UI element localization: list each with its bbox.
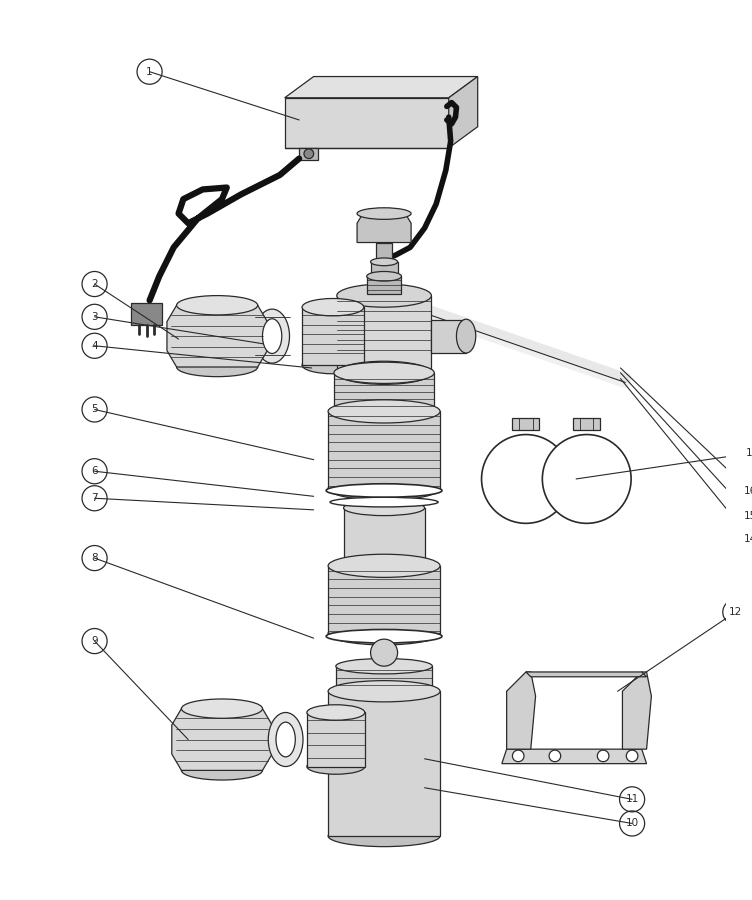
Ellipse shape bbox=[328, 680, 440, 702]
Ellipse shape bbox=[262, 319, 282, 354]
Ellipse shape bbox=[337, 361, 432, 384]
Text: 13: 13 bbox=[746, 448, 752, 458]
Polygon shape bbox=[302, 307, 364, 365]
Ellipse shape bbox=[255, 309, 290, 363]
Ellipse shape bbox=[344, 500, 425, 516]
Ellipse shape bbox=[177, 295, 258, 315]
Bar bbox=[328, 691, 440, 836]
Bar bbox=[336, 666, 432, 691]
Ellipse shape bbox=[181, 760, 262, 780]
Ellipse shape bbox=[328, 400, 440, 423]
Circle shape bbox=[304, 148, 314, 158]
Circle shape bbox=[597, 750, 609, 761]
Polygon shape bbox=[502, 749, 647, 763]
Ellipse shape bbox=[302, 299, 364, 316]
Text: 4: 4 bbox=[91, 341, 98, 351]
Ellipse shape bbox=[328, 554, 440, 578]
Text: 8: 8 bbox=[91, 554, 98, 563]
Ellipse shape bbox=[276, 722, 296, 757]
Polygon shape bbox=[623, 672, 651, 749]
Ellipse shape bbox=[307, 705, 365, 720]
Ellipse shape bbox=[357, 208, 411, 220]
Polygon shape bbox=[357, 213, 411, 242]
Polygon shape bbox=[167, 305, 267, 367]
Text: 16: 16 bbox=[744, 487, 752, 497]
Ellipse shape bbox=[334, 400, 434, 422]
Polygon shape bbox=[449, 76, 478, 148]
Bar bbox=[512, 418, 539, 429]
Ellipse shape bbox=[302, 356, 364, 374]
Polygon shape bbox=[507, 672, 535, 749]
Bar bbox=[328, 411, 440, 489]
Ellipse shape bbox=[334, 362, 434, 383]
Bar bbox=[573, 418, 600, 429]
Text: 6: 6 bbox=[91, 466, 98, 476]
Bar bbox=[371, 262, 398, 276]
Ellipse shape bbox=[326, 629, 442, 643]
Polygon shape bbox=[307, 713, 365, 767]
Ellipse shape bbox=[328, 825, 440, 847]
Bar bbox=[344, 508, 425, 566]
Bar bbox=[367, 276, 402, 293]
Ellipse shape bbox=[307, 759, 365, 774]
Ellipse shape bbox=[371, 258, 398, 265]
Text: 14: 14 bbox=[744, 534, 752, 544]
Circle shape bbox=[512, 750, 524, 761]
Ellipse shape bbox=[336, 683, 432, 699]
Polygon shape bbox=[285, 98, 449, 148]
Circle shape bbox=[542, 435, 631, 523]
Circle shape bbox=[371, 639, 398, 666]
Bar bbox=[376, 242, 392, 262]
Ellipse shape bbox=[268, 713, 303, 767]
Bar bbox=[334, 373, 434, 411]
Bar bbox=[328, 566, 440, 634]
Text: 11: 11 bbox=[626, 795, 638, 805]
Polygon shape bbox=[285, 76, 478, 98]
Circle shape bbox=[626, 750, 638, 761]
Ellipse shape bbox=[177, 357, 258, 377]
Ellipse shape bbox=[336, 659, 432, 674]
Text: 3: 3 bbox=[91, 311, 98, 322]
Text: 15: 15 bbox=[744, 510, 752, 520]
Polygon shape bbox=[132, 303, 162, 325]
Ellipse shape bbox=[337, 284, 432, 307]
Ellipse shape bbox=[456, 320, 476, 353]
Ellipse shape bbox=[367, 272, 402, 281]
Ellipse shape bbox=[181, 699, 262, 718]
Polygon shape bbox=[432, 320, 466, 354]
Text: 1: 1 bbox=[147, 67, 153, 76]
Text: 12: 12 bbox=[729, 608, 742, 617]
Circle shape bbox=[481, 435, 570, 523]
Ellipse shape bbox=[328, 477, 440, 500]
Polygon shape bbox=[299, 148, 318, 159]
Polygon shape bbox=[171, 708, 272, 770]
Text: 5: 5 bbox=[91, 404, 98, 415]
Text: 10: 10 bbox=[626, 818, 638, 829]
Text: 2: 2 bbox=[91, 279, 98, 289]
Ellipse shape bbox=[371, 273, 398, 280]
Bar bbox=[337, 295, 432, 373]
Circle shape bbox=[549, 750, 561, 761]
Ellipse shape bbox=[326, 484, 442, 498]
Ellipse shape bbox=[330, 498, 438, 507]
Text: 9: 9 bbox=[91, 636, 98, 646]
Text: 7: 7 bbox=[91, 493, 98, 503]
Ellipse shape bbox=[328, 622, 440, 645]
Polygon shape bbox=[526, 672, 647, 677]
